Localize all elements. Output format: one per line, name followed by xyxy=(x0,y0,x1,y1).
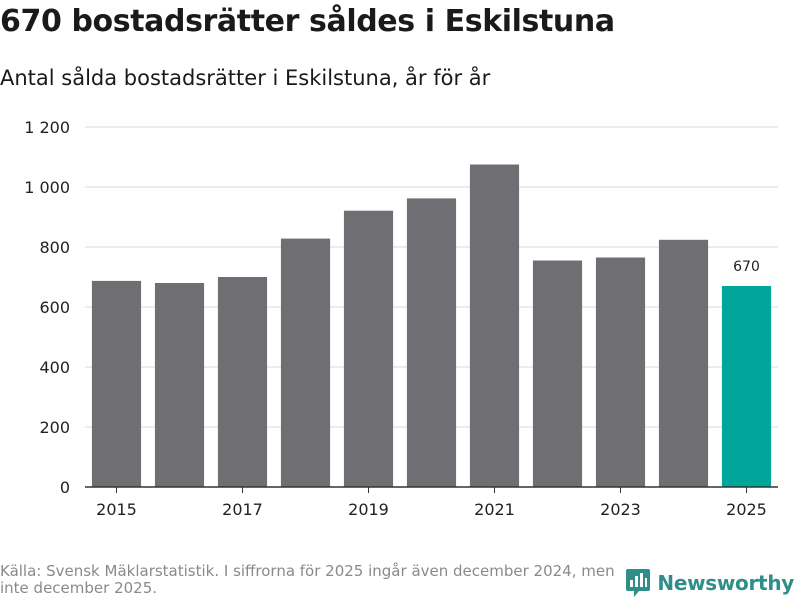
bar-2024 xyxy=(658,239,709,487)
x-tick-label: 2015 xyxy=(96,500,137,519)
x-tick-label: 2021 xyxy=(474,500,515,519)
chart-subtitle: Antal sålda bostadsrätter i Eskilstuna, … xyxy=(0,66,491,90)
source-note: Källa: Svensk Mäklarstatistik. I siffror… xyxy=(0,562,615,597)
x-axis-ticks: 2015 2017 2019 2021 2023 2025 xyxy=(96,487,767,519)
bar-2023 xyxy=(595,257,646,487)
bar-2017 xyxy=(217,277,268,487)
x-tick-label: 2019 xyxy=(348,500,389,519)
y-tick-label: 1 200 xyxy=(24,118,70,137)
y-tick-label: 0 xyxy=(60,478,70,497)
y-tick-label: 200 xyxy=(39,418,70,437)
bar-chart: 0 200 400 600 800 1 000 1 200 670 2015 2017 2019… xyxy=(24,118,778,519)
brand-name: Newsworthy xyxy=(657,571,794,595)
x-tick-label: 2025 xyxy=(726,500,767,519)
y-axis-ticks: 0 200 400 600 800 1 000 1 200 xyxy=(24,118,70,497)
bar-2018 xyxy=(280,238,331,487)
bar-2022 xyxy=(532,260,583,487)
bar-2019 xyxy=(343,210,394,487)
data-labels: 670 xyxy=(733,259,760,275)
newsworthy-brand: Newsworthy xyxy=(625,568,794,598)
bar-2015 xyxy=(91,280,142,487)
bars xyxy=(91,164,772,487)
y-tick-label: 1 000 xyxy=(24,178,70,197)
y-tick-label: 800 xyxy=(39,238,70,257)
bar-2025 xyxy=(721,286,772,487)
x-tick-label: 2023 xyxy=(600,500,641,519)
y-tick-label: 600 xyxy=(39,298,70,317)
data-label-2025: 670 xyxy=(733,259,760,275)
bar-2021 xyxy=(469,164,520,487)
newsworthy-logo-icon xyxy=(626,569,651,597)
y-tick-label: 400 xyxy=(39,358,70,377)
bar-2016 xyxy=(154,283,205,487)
x-tick-label: 2017 xyxy=(222,500,263,519)
chart-title: 670 bostadsrätter såldes i Eskilstuna xyxy=(0,4,615,39)
bar-2020 xyxy=(406,198,457,487)
